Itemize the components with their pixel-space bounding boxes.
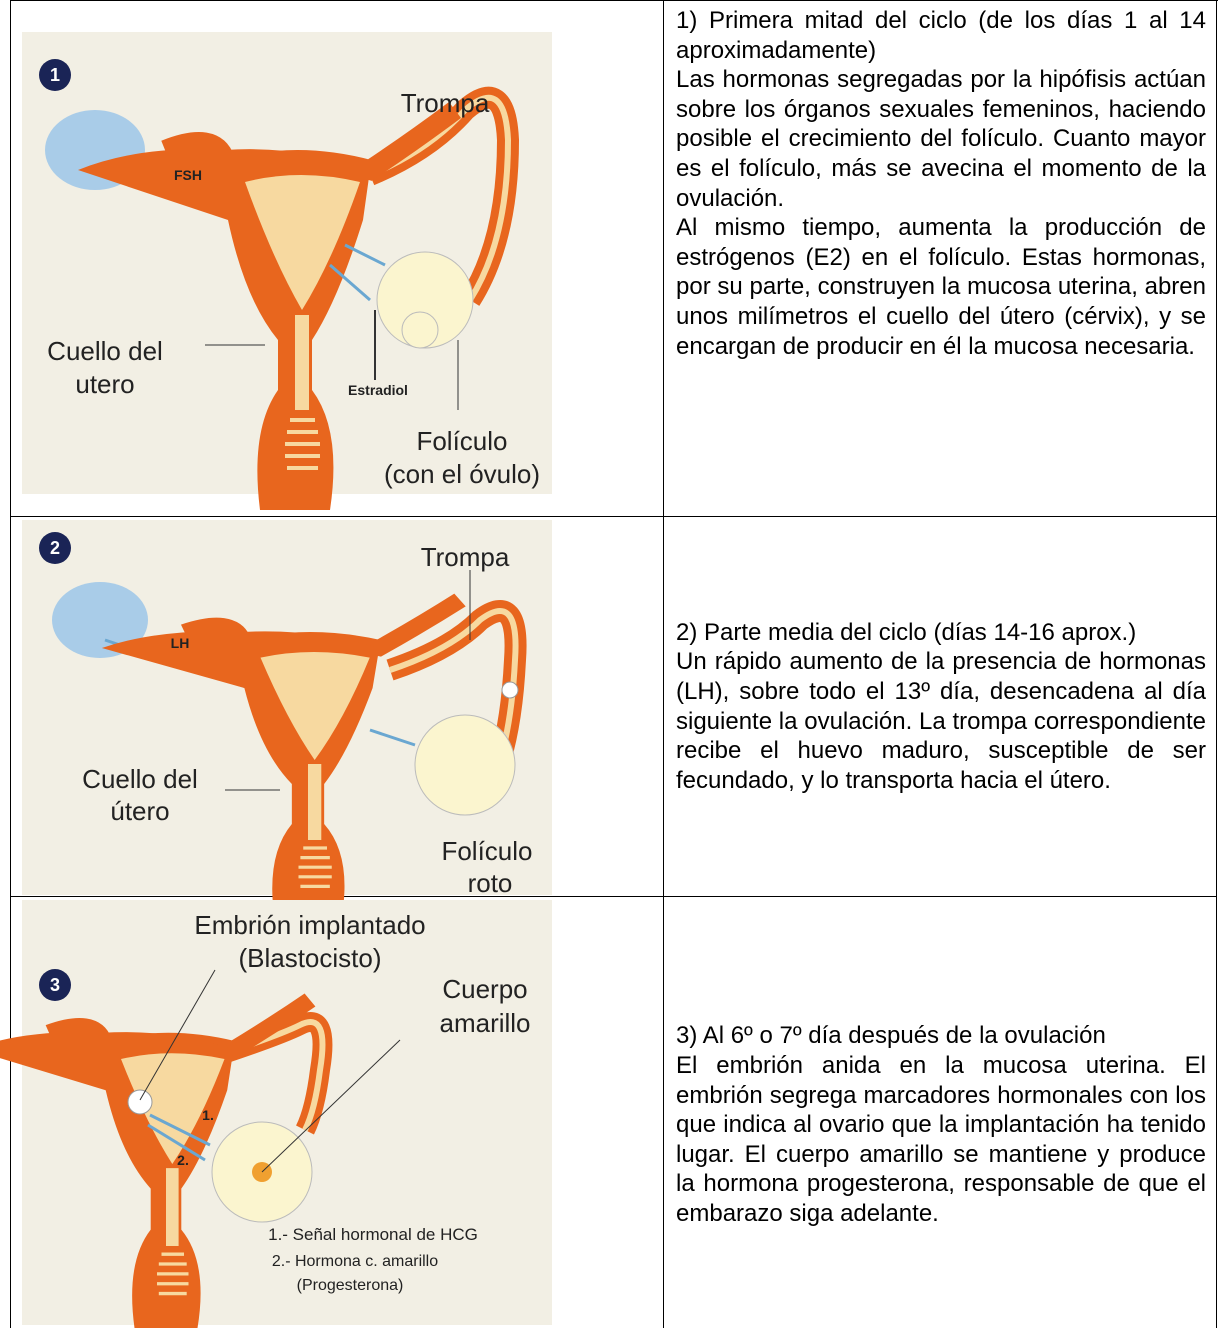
table-border <box>10 0 1218 1</box>
label: 1. <box>202 1107 214 1123</box>
table-border <box>10 0 11 1328</box>
legend-line: 1.- Señal hormonal de HCG <box>268 1225 478 1244</box>
table-border <box>10 896 1217 897</box>
paragraph: 1) Primera mitad del ciclo (de los días … <box>676 7 1206 64</box>
legend-line: (Progesterona) <box>297 1277 404 1294</box>
tube-inner <box>368 94 512 302</box>
figure-background <box>22 900 552 1325</box>
label: útero <box>110 796 169 826</box>
label: Trompa <box>401 88 490 118</box>
label: Folículo <box>416 426 507 456</box>
figures: 1 Trompa FSH Cuello del utero Estradiol … <box>0 32 552 1328</box>
label: utero <box>75 369 134 399</box>
table-border <box>663 0 664 1328</box>
label: Cuello del <box>47 336 163 366</box>
paragraph: 2) Parte media del ciclo (días 14-16 apr… <box>676 618 1137 646</box>
ruptured-follicle <box>414 714 516 816</box>
leader-line <box>139 969 216 1101</box>
paragraph: El embrión anida en la mucosa uterina. E… <box>676 1052 1206 1227</box>
table-border <box>10 516 1217 517</box>
figure-number-badge <box>39 532 71 564</box>
label: LH <box>171 635 190 651</box>
label: 2. <box>177 1152 189 1168</box>
legend-line: 2.- Hormona c. amarillo <box>272 1253 438 1270</box>
figure-number: 2 <box>50 538 60 558</box>
label: Embrión implantado <box>194 910 425 940</box>
label: (Blastocisto) <box>238 943 381 973</box>
brain <box>52 582 148 658</box>
leader-line <box>261 1039 401 1173</box>
figure-number-badge <box>39 969 71 1001</box>
label: Trompa <box>421 542 510 572</box>
label: roto <box>468 868 513 898</box>
paragraph: Un rápido aumento de la presencia de hor… <box>676 648 1206 794</box>
arrow <box>329 263 371 302</box>
label: Cuerpo <box>442 974 527 1004</box>
figure-number: 1 <box>50 65 60 85</box>
arrow <box>149 1113 211 1147</box>
text-cell: 3) Al 6º o 7º día después de la ovulació… <box>676 940 1206 1310</box>
ovary <box>376 251 474 349</box>
paragraph: 3) Al 6º o 7º día después de la ovulació… <box>676 1022 1106 1050</box>
label: Estradiol <box>348 382 408 398</box>
arrow <box>147 1123 206 1162</box>
figure-number-badge <box>39 59 71 91</box>
follicle <box>401 311 439 349</box>
label: Cuello del <box>82 764 198 794</box>
label: amarillo <box>439 1008 530 1038</box>
blastocyst <box>127 1089 153 1115</box>
arrow <box>369 728 416 747</box>
label: (con el óvulo) <box>384 459 540 489</box>
paragraph: Al mismo tiempo, aumenta la producción d… <box>676 214 1206 360</box>
ovum <box>501 681 519 699</box>
label: Folículo <box>441 836 532 866</box>
table-border <box>1216 0 1217 1328</box>
tube-inner <box>389 608 519 761</box>
label: FSH <box>174 167 202 183</box>
arrow <box>344 243 386 267</box>
figure-number: 3 <box>50 975 60 995</box>
text-cell: 1) Primera mitad del ciclo (de los días … <box>676 6 1206 512</box>
text-cell: 2) Parte media del ciclo (días 14-16 apr… <box>676 517 1206 896</box>
paragraph: Las hormonas segregadas por la hipófisis… <box>676 66 1206 212</box>
